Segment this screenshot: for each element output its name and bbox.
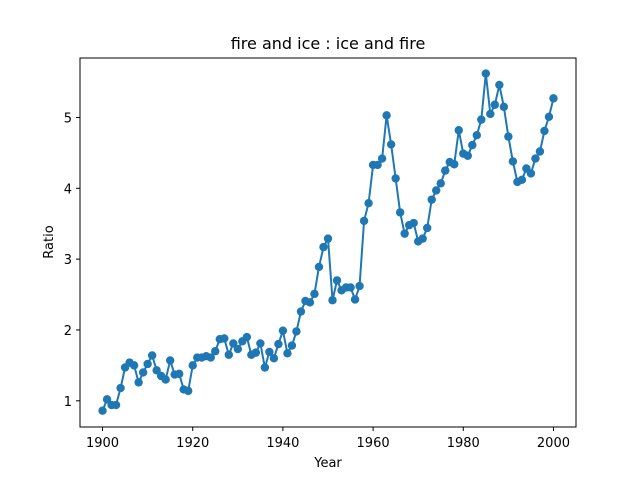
data-point [544,112,554,121]
data-point [535,147,545,156]
data-point [129,361,139,370]
data-point [386,140,396,149]
data-point [540,126,549,136]
data-point [314,262,324,272]
data-point [220,334,229,343]
y-tick-label: 4 [64,182,72,197]
x-tick-label: 1940 [266,436,299,451]
data-point [346,283,355,292]
data-point [468,140,477,150]
data-point [450,160,459,169]
data-point [499,102,509,112]
data-point [184,386,193,396]
data-point [143,359,152,369]
data-point [400,229,409,238]
data-point [418,234,427,243]
data-point [134,378,143,387]
data-point [175,369,184,379]
y-tick-label: 5 [64,111,72,126]
data-point [229,339,238,348]
data-point [395,208,405,217]
data-point [332,276,342,285]
data-point [283,349,292,358]
data-point [328,296,337,305]
y-tick-label: 1 [64,395,72,410]
data-point [490,100,500,109]
data-point [319,242,328,252]
data-point [165,356,175,365]
x-tick-label: 1920 [176,436,209,451]
data-point [472,131,481,140]
data-point [256,339,265,348]
data-point [260,363,270,372]
data-point [382,111,391,120]
x-tick-label: 2000 [537,436,570,451]
data-point [292,327,301,336]
data-point [436,179,445,188]
data-point [188,361,197,370]
data-point [454,126,463,135]
data-point [481,69,491,78]
data-point [224,350,233,359]
data-point [350,295,360,304]
y-tick-label: 3 [64,253,72,268]
data-point [495,80,504,90]
data-point [391,174,400,183]
data-point [152,366,161,375]
data-point [287,341,297,350]
data-point [310,289,319,299]
data-point [211,347,220,356]
data-point [278,326,288,335]
data-point [359,216,369,226]
data-point [441,166,450,175]
data-point [265,347,274,357]
data-point [432,186,441,195]
data-point [423,223,432,233]
data-point [251,348,261,357]
data-point [296,307,306,316]
data-point [111,400,121,410]
data-point [517,175,527,185]
data-point [531,154,540,163]
data-point [116,383,125,393]
data-point [323,234,333,243]
data-point [364,198,373,208]
data-point [427,195,436,204]
x-tick-label: 1980 [447,436,480,451]
data-point [377,154,387,163]
data-point [508,157,518,166]
data-point [98,406,107,415]
x-tick-label: 1900 [86,436,119,451]
plot-area [98,69,558,415]
data-point [477,115,486,124]
data-point [463,151,472,160]
data-point [147,351,157,360]
data-point [206,353,215,362]
chart-title: fire and ice : ice and fire [231,34,426,53]
data-point [242,332,252,342]
data-point [233,344,243,354]
data-point [486,109,495,119]
data-point [161,375,170,384]
data-point [269,354,279,363]
data-point [526,169,536,178]
x-axis-label: Year [313,456,342,471]
data-point [373,160,382,170]
y-tick-label: 2 [64,324,72,339]
data-point [102,395,112,404]
data-point [355,281,364,291]
data-point [138,368,148,377]
x-axis-ticks: 1900 1920 1940 1960 1980 2000 [86,427,570,451]
x-tick-label: 1960 [357,436,390,451]
y-axis-label: Ratio [42,225,57,258]
axes-frame [79,57,577,428]
data-point [305,298,315,307]
data-point [409,218,418,228]
data-point [549,94,558,103]
data-point [504,132,513,141]
y-axis-ticks: 1 2 3 4 5 [64,111,80,410]
data-point [274,339,283,349]
